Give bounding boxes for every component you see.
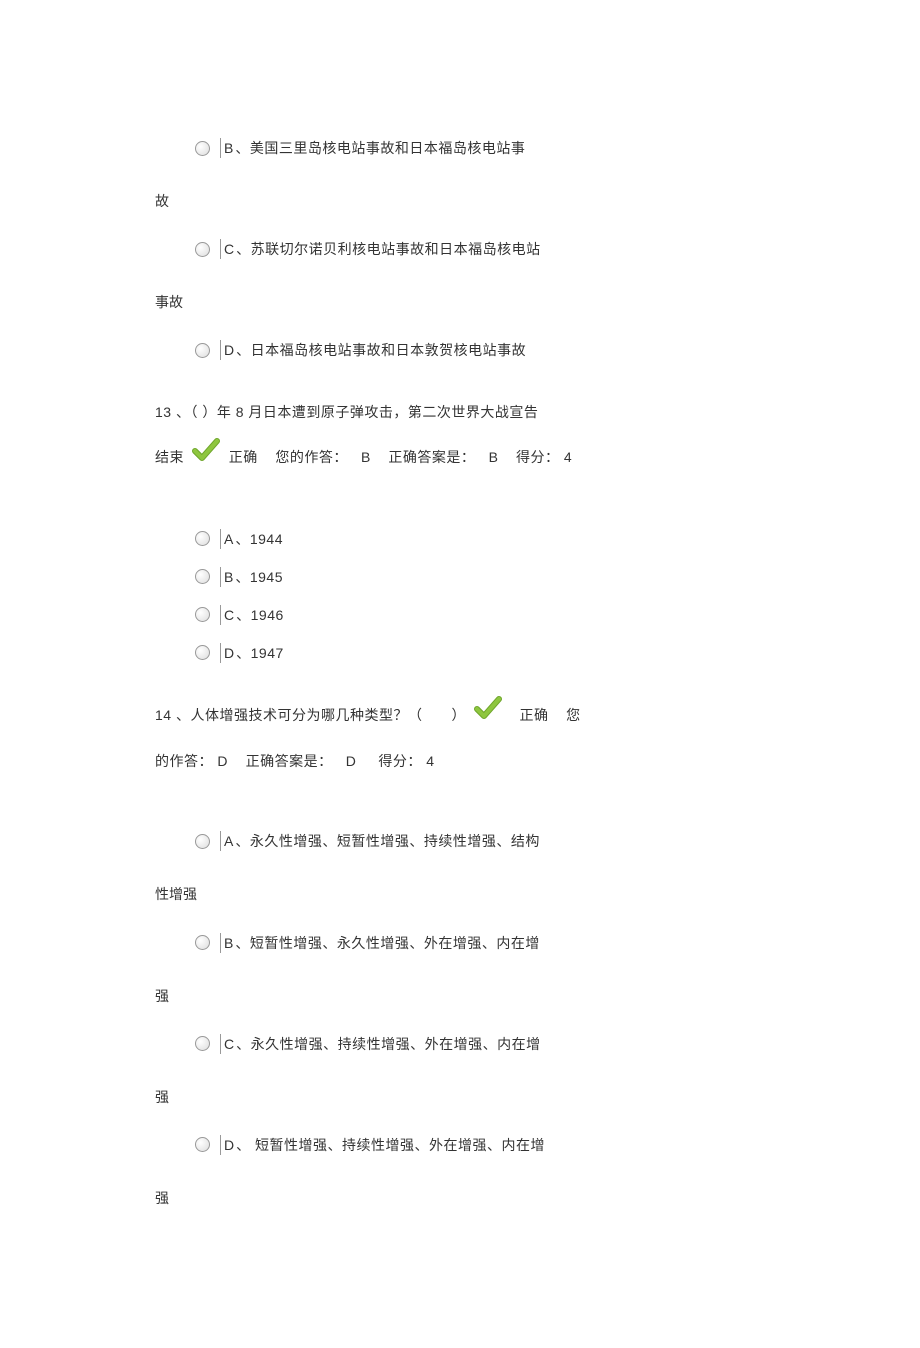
- option-text: 、1946: [236, 608, 284, 622]
- radio-icon[interactable]: [195, 935, 210, 950]
- option-letter: C: [224, 608, 234, 622]
- option-text: 、苏联切尔诺贝利核电站事故和日本福岛核电站: [236, 242, 541, 256]
- correct-answer-label: 正确答案是：: [388, 449, 475, 465]
- q13-option-d[interactable]: D 、1947: [195, 643, 765, 663]
- option-letter: C: [224, 242, 234, 256]
- question-stem-line2: 结束 正确 您的作答： B 正确答案是： B 得分： 4: [155, 435, 765, 481]
- divider-icon: [220, 933, 221, 953]
- option-letter: C: [224, 1037, 234, 1051]
- question-stem: 14 、人体增强技术可分为哪几种类型？（ ） 正确 您: [155, 693, 765, 739]
- stem-text: 、（ ）年 8 月日本遭到原子弹攻击，第二次世界大战宣告: [172, 404, 539, 420]
- divider-icon: [220, 1135, 221, 1155]
- option-text: 、1947: [236, 646, 284, 660]
- option-letter: A: [224, 834, 233, 848]
- question-14: 14 、人体增强技术可分为哪几种类型？（ ） 正确 您 的作答： D 正确答案是…: [155, 693, 765, 1218]
- option-letter: A: [224, 532, 233, 546]
- result-label: 正确: [229, 449, 258, 465]
- option-continuation: 强: [155, 1078, 765, 1117]
- q14-option-b[interactable]: B 、短暂性增强、永久性增强、外在增强、内在增: [195, 933, 765, 953]
- score-value: 4: [564, 449, 572, 465]
- q12-option-d[interactable]: D 、日本福岛核电站事故和日本敦贺核电站事故: [195, 340, 765, 360]
- radio-icon[interactable]: [195, 1036, 210, 1051]
- your-answer-label: 的作答：: [155, 753, 213, 769]
- option-text: 、1944: [235, 532, 283, 546]
- divider-icon: [220, 340, 221, 360]
- radio-icon[interactable]: [195, 834, 210, 849]
- option-text: 、美国三里岛核电站事故和日本福岛核电站事: [235, 141, 525, 155]
- question-stem: 13 、（ ）年 8 月日本遭到原子弹攻击，第二次世界大战宣告: [155, 390, 765, 435]
- q13-option-a[interactable]: A 、1944: [195, 529, 765, 549]
- check-correct-icon: [192, 436, 220, 481]
- radio-icon[interactable]: [195, 1137, 210, 1152]
- divider-icon: [220, 831, 221, 851]
- divider-icon: [220, 1034, 221, 1054]
- q14-option-a[interactable]: A 、永久性增强、短暂性增强、持续性增强、结构: [195, 831, 765, 851]
- score-label: 得分：: [516, 449, 560, 465]
- q14-option-c[interactable]: C 、永久性增强、持续性增强、外在增强、内在增: [195, 1034, 765, 1054]
- correct-answer: D: [346, 753, 357, 769]
- divider-icon: [220, 239, 221, 259]
- option-letter: B: [224, 141, 233, 155]
- your-phrase: 您: [566, 707, 581, 723]
- question-answer-line: 的作答： D 正确答案是： D 得分： 4: [155, 739, 765, 784]
- question-number: 14: [155, 707, 172, 723]
- result-label: 正确: [520, 707, 549, 723]
- radio-icon[interactable]: [195, 343, 210, 358]
- divider-icon: [220, 643, 221, 663]
- q12-option-b[interactable]: B 、美国三里岛核电站事故和日本福岛核电站事: [195, 138, 765, 158]
- your-answer-label: 您的作答：: [275, 449, 348, 465]
- option-text: 、日本福岛核电站事故和日本敦贺核电站事故: [236, 343, 526, 357]
- option-letter: B: [224, 570, 233, 584]
- your-answer: B: [361, 449, 371, 465]
- option-text: 、永久性增强、短暂性增强、持续性增强、结构: [235, 834, 540, 848]
- q12-option-c[interactable]: C 、苏联切尔诺贝利核电站事故和日本福岛核电站: [195, 239, 765, 259]
- correct-answer-label: 正确答案是：: [246, 753, 333, 769]
- stem-continuation: 结束: [155, 449, 184, 465]
- radio-icon[interactable]: [195, 607, 210, 622]
- q13-option-c[interactable]: C 、1946: [195, 605, 765, 625]
- option-continuation: 强: [155, 1179, 765, 1218]
- option-continuation: 强: [155, 977, 765, 1016]
- option-continuation: 故: [155, 182, 765, 221]
- option-continuation: 性增强: [155, 875, 765, 914]
- option-text: 、永久性增强、持续性增强、外在增强、内在增: [236, 1037, 541, 1051]
- option-continuation: 事故: [155, 283, 765, 322]
- radio-icon[interactable]: [195, 242, 210, 257]
- option-text: 、1945: [235, 570, 283, 584]
- option-letter: D: [224, 343, 234, 357]
- radio-icon[interactable]: [195, 531, 210, 546]
- q13-option-b[interactable]: B 、1945: [195, 567, 765, 587]
- question-13: 13 、（ ）年 8 月日本遭到原子弹攻击，第二次世界大战宣告 结束 正确 您的…: [155, 390, 765, 662]
- option-text: 、 短暂性增强、持续性增强、外在增强、内在增: [236, 1138, 545, 1152]
- quiz-page: B 、美国三里岛核电站事故和日本福岛核电站事 故 C 、苏联切尔诺贝利核电站事故…: [0, 0, 920, 1348]
- divider-icon: [220, 605, 221, 625]
- option-letter: B: [224, 936, 233, 950]
- radio-icon[interactable]: [195, 569, 210, 584]
- check-correct-icon: [474, 694, 502, 739]
- score-value: 4: [426, 753, 434, 769]
- correct-answer: B: [489, 449, 499, 465]
- divider-icon: [220, 567, 221, 587]
- divider-icon: [220, 529, 221, 549]
- option-letter: D: [224, 646, 234, 660]
- option-letter: D: [224, 1138, 234, 1152]
- divider-icon: [220, 138, 221, 158]
- stem-text: 、人体增强技术可分为哪几种类型？（ ）: [172, 707, 466, 723]
- question-number: 13: [155, 404, 172, 420]
- score-label: 得分：: [378, 753, 422, 769]
- your-answer: D: [217, 753, 228, 769]
- radio-icon[interactable]: [195, 141, 210, 156]
- radio-icon[interactable]: [195, 645, 210, 660]
- q14-option-d[interactable]: D 、 短暂性增强、持续性增强、外在增强、内在增: [195, 1135, 765, 1155]
- option-text: 、短暂性增强、永久性增强、外在增强、内在增: [235, 936, 540, 950]
